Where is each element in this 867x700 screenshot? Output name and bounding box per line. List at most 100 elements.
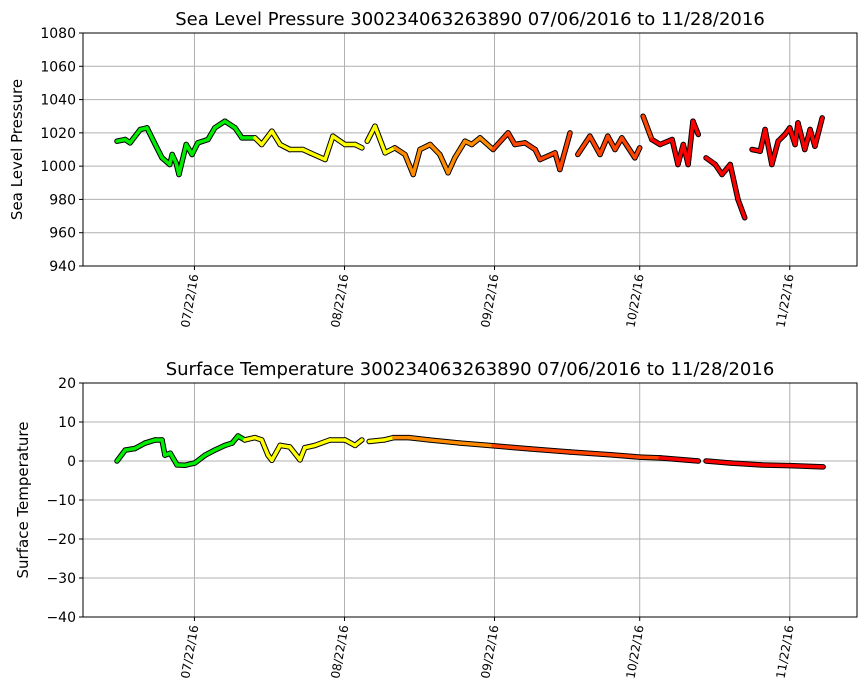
data-segment: [190, 141, 200, 157]
y-tick-label: 980: [49, 192, 76, 208]
axes-frame: [82, 382, 858, 618]
data-segment: [528, 447, 572, 454]
data-segment: [788, 463, 825, 469]
data-segment: [558, 131, 572, 172]
data-segment: [331, 134, 347, 147]
data-segment: [233, 126, 244, 140]
data-segment: [491, 131, 510, 152]
data-segment: [446, 156, 457, 175]
data-segment: [203, 448, 217, 457]
data-segment: [367, 438, 386, 444]
data-segment: [736, 197, 747, 220]
data-segment: [153, 142, 164, 160]
data-segment: [365, 124, 377, 143]
data-segment: [728, 461, 762, 467]
data-segment: [704, 459, 732, 465]
data-segment: [418, 142, 432, 152]
y-tick-label: −30: [46, 571, 76, 587]
data-segment: [383, 146, 397, 155]
data-segment: [403, 152, 415, 177]
data-segment: [128, 127, 142, 145]
data-segment: [633, 146, 642, 160]
data-segment: [206, 126, 217, 142]
data-segment: [691, 119, 701, 137]
x-tick-label: 07/22/16: [178, 624, 201, 680]
data-segment: [728, 162, 740, 202]
data-segment: [763, 127, 774, 167]
chart-title: Sea Level Pressure 300234063263890 07/06…: [175, 9, 765, 30]
data-segment: [323, 134, 335, 162]
data-segment: [713, 162, 724, 177]
x-tick-label: 08/22/16: [328, 624, 351, 680]
data-segment: [353, 438, 364, 448]
data-segment: [813, 116, 824, 148]
data-segment: [658, 456, 701, 463]
data-segment: [470, 136, 482, 147]
x-tick-label: 10/22/16: [624, 273, 647, 329]
y-tick-label: 940: [49, 259, 76, 275]
data-segment: [637, 455, 662, 460]
data-segment: [343, 438, 357, 448]
data-segment: [133, 441, 147, 451]
data-segment: [427, 438, 462, 445]
data-segment: [160, 438, 167, 457]
data-segment: [259, 129, 274, 147]
data-segment: [393, 146, 407, 157]
data-segment: [298, 445, 307, 462]
data-segment: [686, 119, 695, 167]
data-segment: [598, 134, 610, 157]
data-segment: [620, 136, 637, 160]
x-tick-label: 08/22/16: [328, 273, 351, 329]
data-segment: [193, 453, 207, 465]
y-tick-label: 10: [58, 415, 76, 431]
data-segment: [803, 127, 812, 152]
x-tick-label: 11/22/16: [774, 273, 797, 329]
data-segment: [428, 142, 442, 157]
data-segment: [115, 448, 127, 463]
x-tick-label: 11/22/16: [774, 624, 797, 680]
data-segment: [478, 136, 495, 152]
data-segment: [213, 443, 227, 452]
x-tick-label: 09/22/16: [478, 273, 501, 329]
data-segment: [641, 114, 654, 142]
data-segment: [588, 134, 602, 157]
y-tick-label: −40: [46, 610, 76, 626]
data-segment: [606, 134, 617, 152]
data-segment: [758, 463, 792, 468]
data-segment: [568, 450, 612, 457]
panel-temperature: −40 −30 −20 −10 0 10 20 07/22/16 08/22/16 09/22/1…: [14, 359, 858, 680]
data-segment: [458, 441, 495, 448]
y-tick-label: −10: [46, 493, 76, 509]
y-tick-label: 1040: [40, 93, 76, 109]
data-segment: [608, 453, 642, 459]
data-segment: [223, 119, 237, 130]
data-segment: [313, 438, 332, 448]
y-tick-label: −20: [46, 532, 76, 548]
y-tick-label: 1000: [40, 159, 76, 175]
data-segment: [373, 124, 387, 155]
data-segment: [411, 147, 422, 177]
data-segment: [506, 131, 517, 147]
y-axis-label: Surface Temperature: [14, 422, 32, 579]
data-segment: [196, 137, 210, 145]
data-segment: [288, 445, 302, 462]
data-segment: [270, 443, 282, 462]
x-tick-label: 07/22/16: [178, 273, 201, 329]
x-tick-label: 10/22/16: [624, 624, 647, 680]
data-segment: [278, 142, 292, 152]
data-segment: [658, 137, 674, 147]
data-segment: [533, 147, 542, 162]
y-tick-label: 1020: [40, 126, 76, 142]
data-segment: [491, 444, 532, 451]
data-segment: [538, 151, 557, 162]
data-segment: [168, 451, 179, 467]
y-tick-label: 1060: [40, 59, 76, 75]
data-segment: [145, 126, 157, 147]
data-segment: [353, 142, 364, 150]
y-tick-label: 0: [67, 454, 76, 470]
y-tick-label: 20: [58, 376, 76, 392]
data-segment: [523, 141, 537, 152]
y-axis-label: Sea Level Pressure: [8, 79, 26, 220]
data-segment: [438, 152, 450, 175]
